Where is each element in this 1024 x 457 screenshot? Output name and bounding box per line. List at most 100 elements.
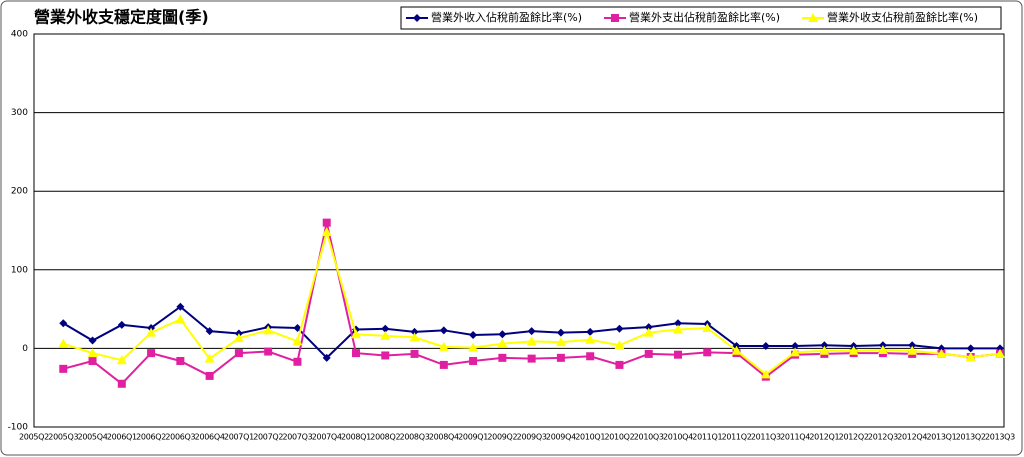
x-tick-label: 2012Q2 [839,433,869,442]
marker [586,352,595,361]
x-tick-label: 2005Q4 [78,433,108,442]
x-tick-label: 2006Q1 [107,433,137,442]
marker [117,320,126,329]
legend-marker [413,14,421,22]
marker [234,349,243,358]
y-tick-label: 200 [11,187,28,197]
marker [966,344,975,353]
marker [58,338,69,348]
marker [469,356,478,365]
marker [205,327,214,336]
x-tick-label: 2011Q2 [722,433,752,442]
marker [59,364,68,373]
marker [293,323,302,332]
marker [614,340,625,350]
x-tick-label: 2011Q4 [780,433,810,442]
x-tick-label: 2005Q3 [48,433,78,442]
marker [59,319,68,328]
marker [293,357,302,366]
x-tick-label: 2007Q4 [312,433,342,442]
marker [848,345,859,355]
legend-label: 營業外支出佔稅前盈餘比率(%) [629,10,780,24]
x-tick-label: 2013Q1 [926,433,956,442]
marker [88,356,97,365]
marker [498,353,507,362]
chart-title: 營業外收支穩定度圖(季) [34,8,209,27]
marker [555,337,566,347]
plot-area [33,33,1005,428]
x-tick-label: 2009Q2 [487,433,517,442]
x-tick-label: 2008Q2 [370,433,400,442]
marker [264,347,273,356]
marker [410,349,419,358]
x-tick-label: 2005Q2 [19,433,49,442]
x-tick-label: 2010Q4 [663,433,693,442]
marker [438,341,449,351]
marker [146,327,157,337]
marker [497,338,508,348]
marker [877,344,888,354]
marker [469,331,478,340]
marker [908,341,917,350]
x-tick-label: 2010Q3 [634,433,664,442]
marker [468,342,479,352]
marker [233,333,244,343]
x-tick-label: 2008Q4 [429,433,459,442]
marker [175,314,186,324]
marker [439,326,448,335]
marker [527,354,536,363]
marker [820,341,829,350]
marker [322,353,331,362]
marker [791,342,800,351]
marker [409,332,420,342]
marker [322,218,331,227]
x-tick-label: 2008Q1 [341,433,371,442]
marker [527,327,536,336]
marker [87,348,98,358]
marker [907,345,918,355]
marker [674,319,682,328]
x-tick-label: 2006Q3 [165,433,195,442]
y-tick-label: 100 [11,265,28,275]
marker [117,379,126,388]
marker [352,349,360,358]
x-tick-label: 2012Q4 [897,433,927,442]
marker [381,324,390,333]
marker [176,356,185,365]
legend [400,6,1002,30]
marker [995,348,1005,358]
marker [321,227,332,237]
marker [498,330,507,339]
marker [790,347,801,357]
marker [760,369,771,379]
marker [674,350,682,359]
marker [586,327,595,336]
x-tick-label: 2009Q3 [517,433,547,442]
x-tick-label: 2011Q1 [692,433,722,442]
marker [176,302,185,311]
y-tick-label: 400 [11,30,28,40]
x-tick-label: 2013Q2 [956,433,986,442]
marker [147,349,156,358]
x-tick-label: 2012Q1 [809,433,839,442]
y-tick-label: -100 [8,423,29,433]
marker [204,353,215,363]
marker [439,360,448,369]
x-tick-label: 2006Q4 [195,433,225,442]
marker [88,336,97,345]
legend-label: 營業外收入佔稅前盈餘比率(%) [431,10,582,24]
marker [380,330,391,340]
marker [673,324,683,334]
y-tick-label: 0 [22,344,28,354]
x-tick-label: 2009Q1 [458,433,488,442]
x-tick-label: 2010Q1 [575,433,605,442]
x-tick-label: 2006Q2 [136,433,166,442]
marker [351,329,361,339]
marker [116,355,127,365]
legend-label: 營業外收支佔稅前盈餘比率(%) [827,10,978,24]
x-tick-label: 2011Q3 [751,433,781,442]
x-tick-label: 2009Q4 [546,433,576,442]
marker [615,324,624,333]
marker [643,327,654,337]
